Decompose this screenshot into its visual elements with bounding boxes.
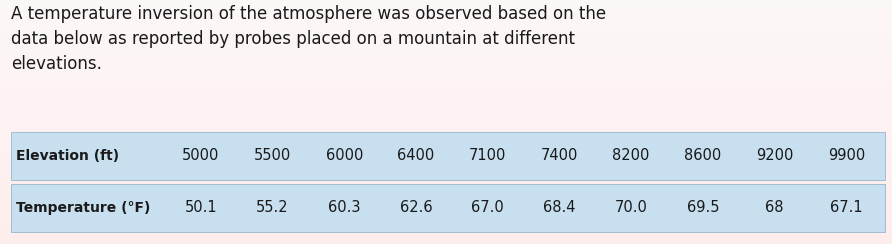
Text: 7400: 7400	[541, 148, 578, 163]
Text: 60.3: 60.3	[328, 200, 360, 215]
Text: Temperature (°F): Temperature (°F)	[16, 201, 151, 215]
Text: 5500: 5500	[254, 148, 291, 163]
Text: 62.6: 62.6	[400, 200, 433, 215]
Text: 9200: 9200	[756, 148, 793, 163]
Text: 8200: 8200	[613, 148, 650, 163]
Text: 50.1: 50.1	[185, 200, 217, 215]
Text: 5000: 5000	[182, 148, 219, 163]
Text: 8600: 8600	[684, 148, 722, 163]
Text: 7100: 7100	[469, 148, 507, 163]
Text: 67.0: 67.0	[471, 200, 504, 215]
Text: 9900: 9900	[828, 148, 865, 163]
Text: 68.4: 68.4	[543, 200, 575, 215]
Text: 6400: 6400	[398, 148, 434, 163]
Text: 70.0: 70.0	[615, 200, 648, 215]
Text: 67.1: 67.1	[830, 200, 863, 215]
FancyBboxPatch shape	[11, 183, 885, 232]
Text: 68: 68	[765, 200, 784, 215]
Text: 69.5: 69.5	[687, 200, 719, 215]
Text: Elevation (ft): Elevation (ft)	[16, 149, 120, 163]
Text: 6000: 6000	[326, 148, 363, 163]
Text: A temperature inversion of the atmosphere was observed based on the
data below a: A temperature inversion of the atmospher…	[11, 5, 606, 73]
FancyBboxPatch shape	[11, 132, 885, 180]
Text: 55.2: 55.2	[256, 200, 289, 215]
